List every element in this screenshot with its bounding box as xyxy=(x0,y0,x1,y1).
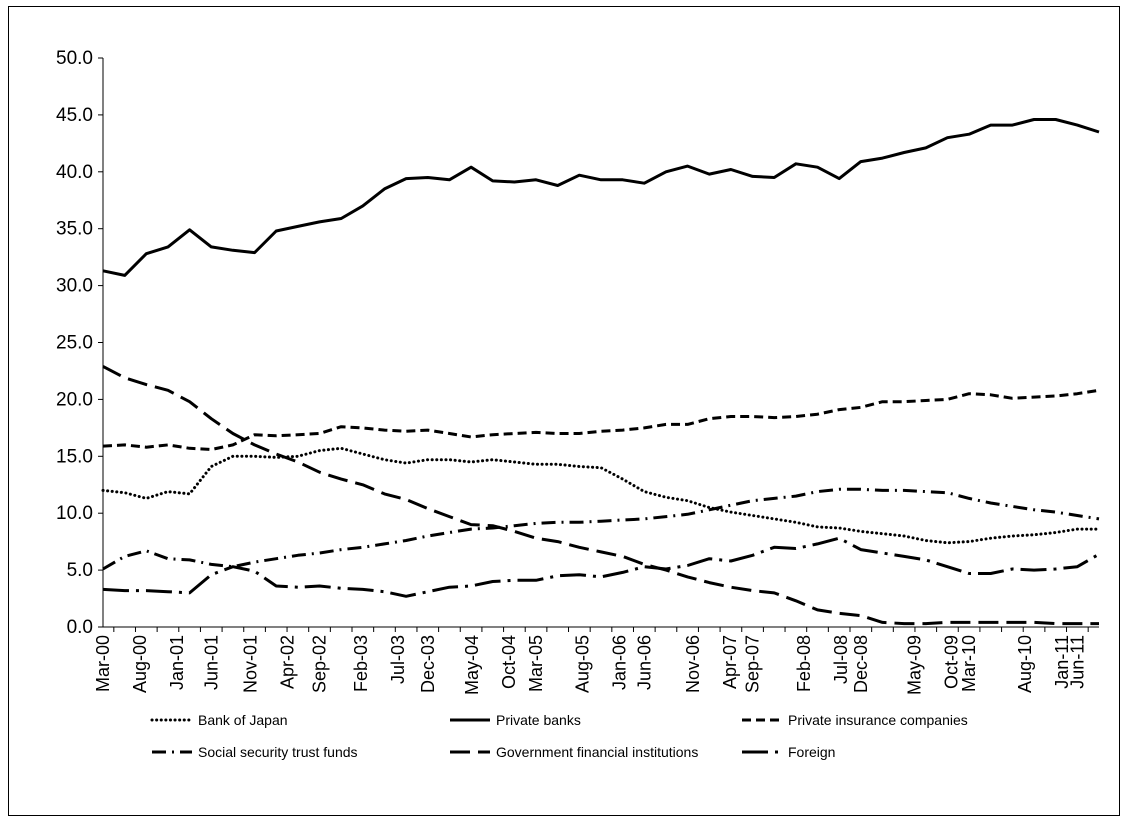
x-tick-label: Mar-10 xyxy=(959,635,979,692)
plot-lines xyxy=(101,118,1101,626)
y-axis: 0.0 5.0 10.0 15.0 20.0 25.0 30.0 35.0 40.0 45.0 50… xyxy=(56,48,104,638)
x-tick-label: Sep-02 xyxy=(310,635,330,693)
legend-label-4: Government financial institutions xyxy=(496,744,698,760)
x-tick-label: Jan-11 xyxy=(1052,635,1072,689)
x-tick-label: Dec-08 xyxy=(851,635,871,693)
y-tick-label: 30.0 xyxy=(56,276,93,297)
x-tick-label: Aug-00 xyxy=(130,635,150,693)
legend: Bank of Japan Private banks Private insura… xyxy=(150,712,968,760)
y-tick-label: 15.0 xyxy=(56,446,93,467)
x-tick-label: Feb-08 xyxy=(794,635,814,692)
x-tick-label: Nov-01 xyxy=(241,635,261,693)
x-tick-label: May-04 xyxy=(462,635,482,695)
x-axis: Mar-00 Aug-00 Jan-01 Jun-01 Nov-01 Apr-02 Sep-… xyxy=(93,626,1099,695)
x-tick-label: Oct-09 xyxy=(941,635,961,689)
x-tick-label: Jul-03 xyxy=(388,635,408,684)
x-tick-label: Jul-08 xyxy=(831,635,851,684)
x-tick-label: Feb-03 xyxy=(351,635,371,692)
x-tick-label: Jun-06 xyxy=(634,635,654,690)
x-tick-label: May-09 xyxy=(905,635,925,695)
legend-label-0: Bank of Japan xyxy=(198,712,288,728)
x-tick-label: Jun-01 xyxy=(201,635,221,690)
x-tick-label: Jan-01 xyxy=(167,635,187,690)
legend-label-5: Foreign xyxy=(788,744,835,760)
x-tick-label: Jan-06 xyxy=(609,635,629,690)
x-tick-label: Mar-05 xyxy=(526,635,546,692)
x-tick-label: Aug-05 xyxy=(573,635,593,693)
y-tick-label: 0.0 xyxy=(67,617,93,638)
series-line-2 xyxy=(102,388,1100,451)
legend-label-1: Private banks xyxy=(496,712,581,728)
y-tick-label: 10.0 xyxy=(56,503,93,524)
x-tick-label: Dec-03 xyxy=(418,635,438,693)
chart-frame xyxy=(8,6,1120,816)
x-tick-label: Nov-06 xyxy=(683,635,703,693)
legend-label-3: Social security trust funds xyxy=(198,744,358,760)
x-tick-label: Aug-10 xyxy=(1015,635,1035,693)
x-tick-label: Jun-11 xyxy=(1067,635,1087,689)
series-line-3 xyxy=(102,487,1100,571)
x-tick-label: Mar-00 xyxy=(93,635,113,692)
x-tick-label: Apr-07 xyxy=(720,635,740,689)
y-tick-label: 45.0 xyxy=(56,105,93,126)
legend-label-2: Private insurance companies xyxy=(788,712,968,728)
x-tick-label: Sep-07 xyxy=(743,635,763,693)
series-line-4 xyxy=(102,365,1099,626)
y-tick-label: 40.0 xyxy=(56,162,93,183)
y-tick-label: 50.0 xyxy=(56,48,93,69)
y-tick-label: 5.0 xyxy=(67,560,93,581)
y-tick-label: 25.0 xyxy=(56,333,93,354)
series-line-0 xyxy=(101,446,1101,545)
y-tick-label: 35.0 xyxy=(56,219,93,240)
x-tick-label: Oct-04 xyxy=(499,635,519,689)
x-tick-label: Apr-02 xyxy=(277,635,297,689)
y-tick-label: 20.0 xyxy=(56,389,93,410)
series-line-5 xyxy=(102,536,1100,598)
series-line-1 xyxy=(102,118,1100,277)
